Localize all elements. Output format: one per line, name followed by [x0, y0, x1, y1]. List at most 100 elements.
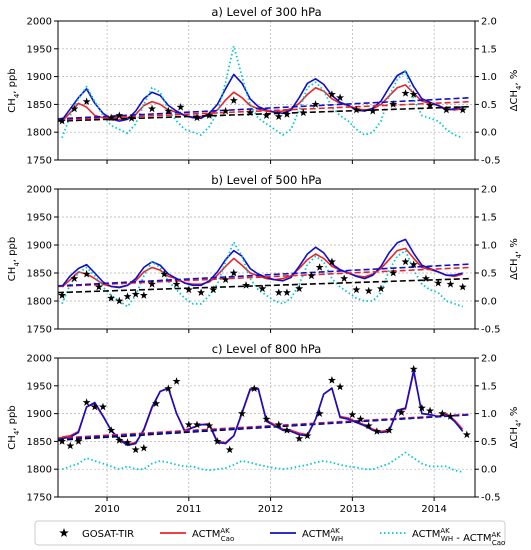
gosat-point-1	[58, 437, 67, 445]
y-tick-label: 1750	[27, 325, 52, 336]
gosat-point-8	[131, 290, 140, 298]
trend-line-2	[58, 100, 471, 121]
gosat-point-4	[82, 398, 91, 406]
gosat-point-35	[397, 408, 406, 416]
y-right-tick-label: 0.5	[481, 437, 497, 448]
gosat-point-2	[70, 104, 79, 113]
gosat-point-21	[282, 288, 291, 296]
label-part: , ppb	[7, 68, 18, 93]
y-tick-label: 2000	[27, 17, 52, 28]
y-right-tick-label: -0.5	[481, 493, 501, 504]
gosat-point-16	[274, 112, 283, 121]
gosat-point-24	[315, 263, 324, 271]
gosat-point-20	[327, 90, 336, 98]
label-sub: 4	[13, 262, 21, 267]
label-part: CH	[7, 435, 18, 450]
label-part: , ppb	[7, 405, 18, 430]
gosat-point-6	[115, 296, 124, 305]
gosat-point-3	[82, 97, 91, 106]
gosat-point-17	[205, 421, 214, 430]
gosat-point-32	[364, 421, 373, 430]
gosat-point-17	[229, 268, 238, 277]
legend-sup: AK	[220, 527, 230, 535]
y-right-tick-label: 0.0	[481, 128, 497, 139]
legend-text: GOSAT-TIR	[82, 529, 134, 540]
plot-area	[58, 364, 471, 473]
label-part: ΔCH	[509, 258, 520, 279]
gosat-point-1	[58, 291, 67, 299]
label-part: ΔCH	[509, 427, 520, 448]
gosat-point-33	[372, 427, 381, 435]
gosat-point-22	[295, 284, 304, 293]
gosat-point-11	[205, 111, 214, 119]
legend-star-marker	[59, 528, 69, 538]
gosat-point-18	[299, 108, 308, 117]
gosat-point-1	[58, 116, 67, 125]
y-tick-label: 1900	[27, 409, 52, 420]
legend-sub: Cao	[221, 535, 234, 543]
legend-sub: Cao	[492, 539, 505, 547]
series-line-3	[61, 45, 463, 139]
gosat-point-30	[389, 268, 398, 277]
panel-3: 1750 1800 1850 1900 1950 2000 -0.5 0.0 0.5 1.0 1.5…	[7, 342, 523, 515]
legend-sup: AK	[491, 531, 501, 539]
series-line-3	[61, 451, 463, 473]
gosat-point-4	[107, 113, 116, 122]
gosat-point-15	[209, 285, 218, 294]
y-tick-label: 1850	[27, 437, 52, 448]
y-tick-label: 2000	[27, 185, 52, 196]
label-part: , ppb	[7, 237, 18, 262]
gosat-point-41	[462, 430, 471, 439]
gosat-point-16	[221, 275, 230, 284]
gosat-point-34	[434, 278, 443, 287]
y-tick-label: 1750	[27, 156, 52, 167]
gosat-point-6	[127, 114, 136, 122]
x-tick-label: 2010	[94, 504, 119, 515]
gosat-point-13	[184, 285, 193, 294]
y-tick-label: 1800	[27, 465, 52, 476]
y-right-tick-label: 0.0	[481, 465, 497, 476]
gosat-point-30	[348, 410, 357, 419]
gosat-point-11	[160, 269, 169, 278]
gosat-point-22	[262, 414, 271, 423]
y-right-tick-label: 0.5	[481, 269, 497, 280]
panel-2: 1750 1800 1850 1900 1950 2000 -0.5 0.0 0.5 1.0 1.5…	[7, 173, 523, 336]
gosat-point-21	[250, 384, 259, 392]
gosat-point-19	[311, 100, 320, 108]
gosat-point-27	[352, 285, 361, 294]
gosat-point-27	[315, 409, 324, 417]
panel-title: c) Level of 800 hPa	[212, 342, 322, 356]
legend-sub: WH	[331, 535, 343, 543]
label-part: , %	[509, 238, 520, 254]
gosat-point-10	[131, 445, 140, 454]
gosat-point-3	[82, 269, 91, 278]
gosat-point-34	[385, 426, 394, 434]
legend-text: ACTM	[302, 529, 330, 540]
gosat-point-23	[368, 106, 377, 115]
y-tick-label: 1950	[27, 44, 52, 55]
y-right-axis-label: ΔCH4, %	[509, 70, 523, 112]
panel-title: b) Level of 500 hPa	[211, 173, 322, 187]
y-right-tick-label: 1.5	[481, 44, 497, 55]
y-axis-label: CH4, ppb	[7, 237, 21, 281]
y-right-tick-label: 1.5	[481, 213, 497, 224]
gosat-point-29	[336, 382, 345, 391]
y-tick-label: 1950	[27, 381, 52, 392]
gosat-point-22	[352, 105, 361, 114]
legend-sup: AK	[440, 527, 450, 535]
y-right-tick-label: 1.0	[481, 241, 497, 252]
label-sub: 4	[13, 93, 21, 98]
trend-line-3	[58, 263, 471, 287]
label-part: , %	[509, 70, 520, 86]
series-line-2	[61, 238, 463, 289]
gosat-point-32	[409, 260, 418, 268]
gosat-point-40	[446, 412, 455, 420]
legend-text: ACTM	[412, 529, 440, 540]
y-right-tick-label: 1.0	[481, 72, 497, 83]
gosat-point-12	[221, 106, 230, 115]
gosat-point-14	[197, 288, 206, 296]
gosat-point-3	[74, 437, 83, 445]
gosat-point-11	[139, 443, 148, 452]
y-tick-label: 1950	[27, 213, 52, 224]
